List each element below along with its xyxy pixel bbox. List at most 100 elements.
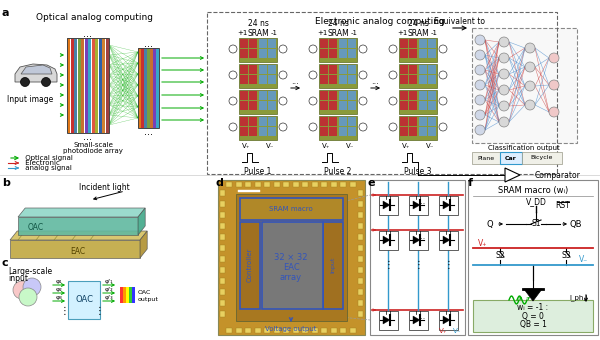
Circle shape	[359, 71, 367, 79]
Bar	[419, 101, 427, 110]
Polygon shape	[10, 231, 147, 240]
Circle shape	[499, 37, 509, 47]
Bar	[400, 65, 408, 74]
Text: SRAM macro: SRAM macro	[269, 206, 313, 212]
Bar	[340, 328, 346, 333]
Circle shape	[389, 45, 397, 53]
Bar	[419, 75, 427, 84]
Circle shape	[389, 71, 397, 79]
Bar	[358, 256, 363, 262]
Text: ...: ...	[83, 132, 92, 142]
Circle shape	[549, 80, 559, 90]
Bar	[320, 39, 328, 48]
Circle shape	[439, 97, 447, 105]
Text: Input: Input	[331, 257, 335, 273]
Bar	[274, 182, 280, 187]
Bar	[264, 182, 270, 187]
Bar	[239, 64, 277, 88]
Bar	[259, 101, 267, 110]
Bar	[348, 101, 356, 110]
Bar	[348, 39, 356, 48]
Bar	[348, 127, 356, 136]
Bar	[147, 48, 150, 128]
Circle shape	[549, 53, 559, 63]
Polygon shape	[138, 208, 145, 235]
Bar	[274, 328, 280, 333]
Bar	[293, 182, 299, 187]
Text: +1: +1	[317, 30, 327, 36]
Circle shape	[229, 97, 237, 105]
Bar	[249, 127, 257, 136]
Bar	[259, 65, 267, 74]
Bar	[126, 287, 128, 303]
Text: ···: ···	[418, 201, 425, 209]
Text: array: array	[280, 272, 302, 282]
Text: Input image: Input image	[7, 96, 53, 104]
Bar	[240, 198, 343, 220]
Circle shape	[279, 123, 287, 131]
Bar	[358, 201, 363, 207]
Bar	[320, 65, 328, 74]
Bar	[220, 212, 225, 218]
Polygon shape	[383, 316, 390, 324]
Bar	[249, 91, 257, 100]
Text: Comparator: Comparator	[535, 170, 581, 180]
Circle shape	[309, 97, 317, 105]
Bar	[348, 75, 356, 84]
Bar	[220, 278, 225, 284]
Bar	[348, 65, 356, 74]
Text: SRAM: SRAM	[327, 29, 349, 37]
Circle shape	[525, 100, 535, 110]
Bar	[220, 300, 225, 306]
Bar	[302, 182, 308, 187]
Text: output: output	[138, 296, 159, 302]
Text: SRAM: SRAM	[247, 29, 269, 37]
Circle shape	[279, 71, 287, 79]
Polygon shape	[383, 201, 390, 209]
Bar	[132, 287, 134, 303]
Circle shape	[525, 81, 535, 91]
Bar	[428, 117, 436, 126]
Bar	[81, 38, 84, 133]
Text: f: f	[468, 178, 473, 188]
Bar	[240, 101, 248, 110]
Text: QB: QB	[570, 220, 582, 228]
Circle shape	[475, 65, 485, 75]
Bar	[102, 38, 105, 133]
Text: 24 ns: 24 ns	[248, 18, 268, 28]
Circle shape	[279, 45, 287, 53]
Bar	[409, 39, 417, 48]
Text: V₋: V₋	[579, 255, 588, 265]
Bar	[329, 91, 337, 100]
Bar	[283, 328, 289, 333]
Text: wᵢ = -1 :: wᵢ = -1 :	[517, 304, 548, 312]
Bar	[268, 91, 276, 100]
Bar	[400, 39, 408, 48]
Text: φ'₁: φ'₁	[104, 278, 113, 284]
Bar	[67, 38, 70, 133]
Bar	[399, 38, 437, 62]
Bar	[254, 182, 260, 187]
Bar	[428, 65, 436, 74]
Bar	[358, 234, 363, 240]
Bar	[268, 39, 276, 48]
Bar	[220, 311, 225, 317]
Bar	[249, 75, 257, 84]
Bar	[259, 91, 267, 100]
Bar	[419, 49, 427, 58]
Bar	[249, 101, 257, 110]
Text: ···: ···	[418, 316, 425, 324]
Bar	[439, 311, 458, 330]
Text: Optical analog computing: Optical analog computing	[37, 13, 154, 21]
Bar	[95, 38, 98, 133]
Text: V_DD: V_DD	[526, 198, 547, 206]
Bar	[400, 75, 408, 84]
Text: -1: -1	[271, 30, 277, 36]
Bar	[68, 281, 100, 319]
Bar	[400, 117, 408, 126]
Bar	[71, 38, 74, 133]
Bar	[238, 190, 260, 192]
Bar	[239, 38, 277, 62]
Text: analog signal: analog signal	[23, 165, 72, 171]
Text: Pulse 2: Pulse 2	[325, 168, 352, 176]
